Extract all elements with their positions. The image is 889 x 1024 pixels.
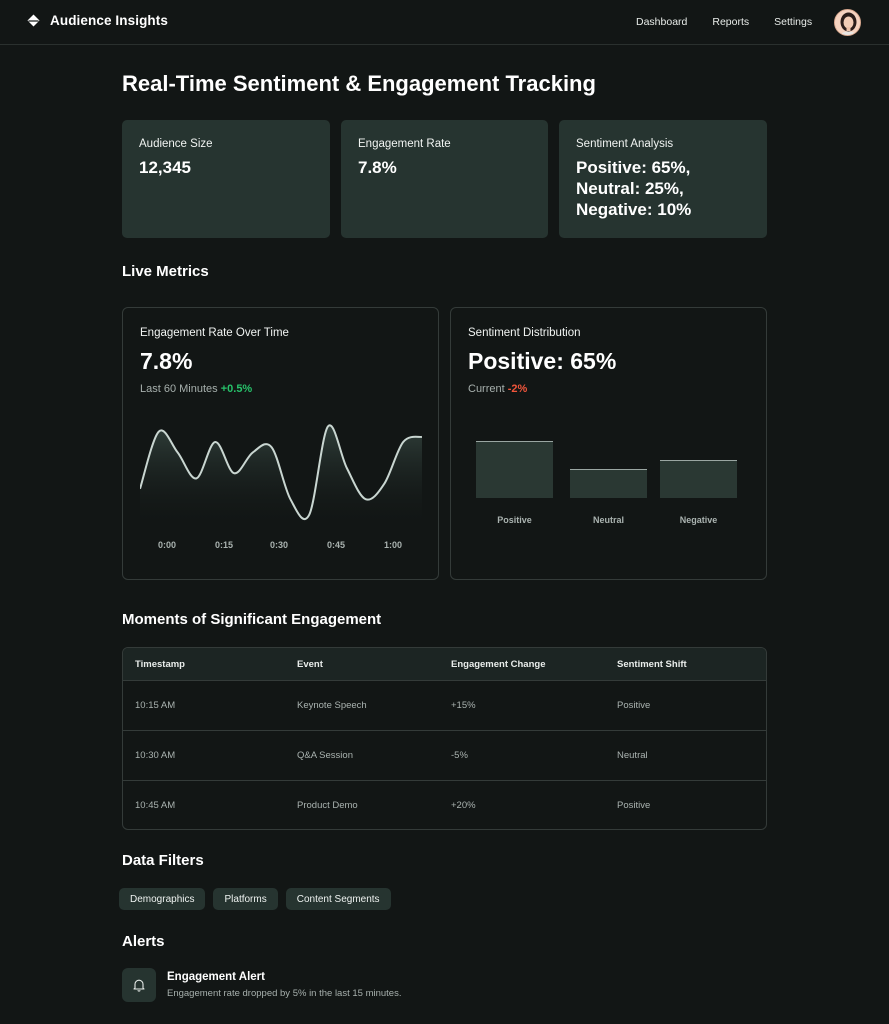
bar-negative [660, 460, 737, 498]
sentiment-delta: -2% [507, 383, 528, 395]
diamond-logo-icon [27, 14, 40, 27]
moments-title: Moments of Significant Engagement [122, 611, 382, 628]
x-tick-label: 1:00 [384, 540, 403, 550]
column-header-sentiment-shift[interactable]: Sentiment Shift [617, 659, 687, 670]
nav-settings[interactable]: Settings [774, 16, 813, 28]
table-row[interactable]: 10:45 AM Product Demo +20% Positive [123, 781, 766, 829]
x-tick-label: 0:45 [327, 540, 346, 550]
column-header-event[interactable]: Event [297, 659, 323, 670]
app-title: Audience Insights [50, 13, 168, 28]
alert-text: Engagement rate dropped by 5% in the las… [167, 988, 402, 999]
x-tick-label: 0:15 [215, 540, 234, 550]
sentiment-sub-label: Current [468, 383, 505, 395]
filter-chips: Demographics Platforms Content Segments [119, 888, 399, 910]
column-header-timestamp[interactable]: Timestamp [135, 659, 185, 670]
filters-title: Data Filters [122, 852, 204, 869]
cell-sentiment-shift: Positive [617, 800, 651, 811]
x-tick-label: 0:00 [158, 540, 177, 550]
filter-chip-content-segments[interactable]: Content Segments [285, 888, 391, 910]
stat-card-sentiment-analysis: Sentiment Analysis Positive: 65%, Neutra… [559, 120, 767, 238]
brand[interactable]: Audience Insights [27, 13, 168, 28]
cell-sentiment-shift: Positive [617, 700, 651, 711]
sentiment-chart-label: Sentiment Distribution [468, 327, 581, 339]
cell-engagement-change: -5% [451, 750, 468, 761]
sentiment-chart-sub: Current -2% [468, 383, 527, 395]
table-row[interactable]: 10:30 AM Q&A Session -5% Neutral [123, 731, 766, 781]
moments-table: Timestamp Event Engagement Change Sentim… [122, 647, 767, 830]
x-tick-label: 0:30 [270, 540, 289, 550]
cell-timestamp: 10:15 AM [135, 700, 176, 711]
stat-value: 7.8% [358, 158, 397, 177]
stat-label: Engagement Rate [358, 138, 451, 150]
stat-value-neutral: Neutral: 25%, [576, 179, 684, 198]
engagement-delta: +0.5% [220, 383, 253, 395]
top-bar: Audience Insights Dashboard Reports Sett… [0, 0, 889, 45]
alerts-title: Alerts [122, 933, 165, 950]
stat-card-audience-size: Audience Size 12,345 [122, 120, 330, 238]
nav-dashboard[interactable]: Dashboard [636, 16, 688, 28]
cell-event: Keynote Speech [297, 700, 367, 711]
nav-reports[interactable]: Reports [712, 16, 750, 28]
bar-neutral [570, 468, 647, 498]
engagement-line-chart [140, 424, 422, 524]
stat-label: Audience Size [139, 138, 213, 150]
table-header: Timestamp Event Engagement Change Sentim… [123, 648, 766, 681]
stat-value-positive: Positive: 65%, [576, 158, 691, 177]
bar-label-neutral: Neutral [592, 515, 624, 525]
stat-value-negative: Negative: 10% [576, 200, 692, 219]
filter-chip-demographics[interactable]: Demographics [119, 888, 206, 910]
page-title: Real-Time Sentiment & Engagement Trackin… [122, 71, 596, 96]
table-row[interactable]: 10:15 AM Keynote Speech +15% Positive [123, 681, 766, 731]
sentiment-chart-card: Sentiment Distribution Positive: 65% Cur… [450, 307, 767, 580]
bell-icon [122, 968, 156, 1002]
filter-chip-platforms[interactable]: Platforms [213, 888, 278, 910]
cell-timestamp: 10:30 AM [135, 750, 176, 761]
main-nav: Dashboard Reports Settings [636, 16, 837, 28]
bar-positive [476, 440, 553, 498]
engagement-line [140, 424, 422, 521]
engagement-chart-card: Engagement Rate Over Time 7.8% Last 60 M… [122, 307, 439, 580]
column-header-engagement-change[interactable]: Engagement Change [451, 659, 546, 670]
cell-sentiment-shift: Neutral [617, 750, 648, 761]
bar-label-negative: Negative [679, 515, 718, 525]
alert-title: Engagement Alert [167, 971, 265, 983]
cell-engagement-change: +20% [451, 800, 476, 811]
cell-engagement-change: +15% [451, 700, 476, 711]
cell-event: Q&A Session [297, 750, 353, 761]
cell-event: Product Demo [297, 800, 358, 811]
live-metrics-title: Live Metrics [122, 263, 209, 280]
engagement-chart-value: 7.8% [140, 348, 193, 374]
stat-card-engagement-rate: Engagement Rate 7.8% [341, 120, 548, 238]
sentiment-chart-value: Positive: 65% [468, 348, 617, 374]
engagement-sub-label: Last 60 Minutes [140, 383, 218, 395]
cell-timestamp: 10:45 AM [135, 800, 176, 811]
user-avatar[interactable] [834, 9, 861, 36]
bar-label-positive: Positive [497, 515, 532, 525]
stat-label: Sentiment Analysis [576, 138, 674, 150]
stat-value: 12,345 [139, 158, 191, 177]
engagement-chart-sub: Last 60 Minutes +0.5% [140, 383, 252, 395]
engagement-chart-label: Engagement Rate Over Time [140, 327, 289, 339]
